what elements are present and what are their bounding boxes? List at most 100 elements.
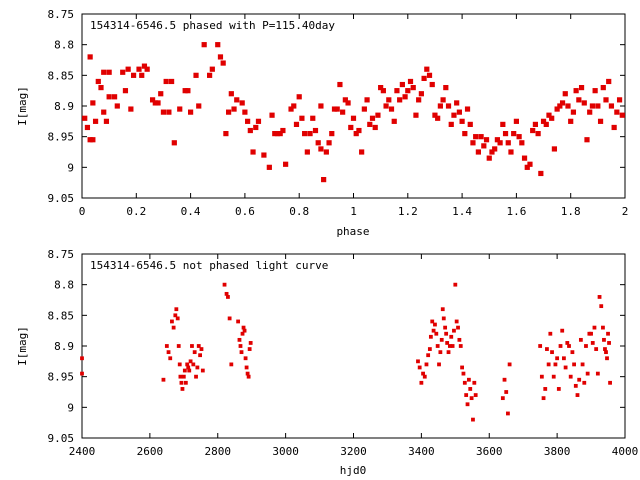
data-point bbox=[164, 344, 169, 348]
data-point bbox=[563, 365, 568, 370]
data-point bbox=[424, 66, 430, 72]
data-point bbox=[350, 115, 357, 121]
data-point bbox=[568, 374, 573, 379]
data-point bbox=[345, 100, 351, 106]
data-point bbox=[572, 362, 576, 367]
data-point bbox=[595, 103, 601, 109]
data-point bbox=[590, 341, 595, 345]
data-point bbox=[255, 118, 262, 124]
data-point bbox=[604, 350, 608, 355]
data-point bbox=[244, 365, 249, 370]
data-point bbox=[457, 337, 462, 342]
data-point bbox=[186, 365, 191, 370]
data-point bbox=[195, 365, 200, 370]
y-axis-ticks: 8.75 8.8 8.85 8.9 8.95 9 9.05 bbox=[48, 8, 625, 205]
data-point bbox=[84, 124, 91, 131]
data-point bbox=[511, 131, 517, 137]
data-point bbox=[222, 282, 227, 287]
data-point bbox=[440, 97, 446, 103]
data-point bbox=[486, 155, 492, 161]
data-point bbox=[163, 78, 169, 85]
data-point bbox=[559, 100, 566, 106]
data-points bbox=[82, 42, 625, 183]
data-point bbox=[179, 380, 184, 385]
data-point bbox=[359, 149, 365, 155]
y-tick-label: 8.95 bbox=[48, 131, 75, 144]
data-point bbox=[465, 402, 470, 407]
data-point bbox=[246, 374, 251, 379]
data-point bbox=[475, 149, 481, 155]
x-tick-label: 2400 bbox=[69, 445, 96, 458]
data-point bbox=[171, 325, 176, 330]
data-point bbox=[581, 100, 587, 106]
data-point bbox=[407, 78, 414, 85]
data-point bbox=[570, 350, 575, 355]
x-tick-label: 0.4 bbox=[181, 205, 201, 218]
x-tick-label: 3800 bbox=[544, 445, 571, 458]
data-point bbox=[318, 146, 324, 152]
data-point bbox=[543, 387, 548, 391]
data-point bbox=[468, 387, 473, 391]
data-point bbox=[353, 131, 359, 137]
x-axis-label: hjd0 bbox=[340, 464, 367, 477]
data-point bbox=[507, 362, 512, 367]
data-point bbox=[166, 109, 172, 115]
x-tick-label: 0 bbox=[79, 205, 86, 218]
data-point bbox=[568, 118, 574, 124]
y-tick-label: 8.85 bbox=[48, 69, 75, 82]
data-point bbox=[592, 88, 598, 94]
data-point bbox=[155, 100, 161, 106]
data-point bbox=[229, 362, 234, 367]
x-tick-label: 1.8 bbox=[561, 205, 581, 218]
data-point bbox=[201, 42, 207, 48]
data-point bbox=[280, 127, 286, 134]
data-point bbox=[241, 325, 246, 330]
data-point bbox=[182, 88, 188, 94]
data-point bbox=[98, 85, 104, 91]
data-point bbox=[551, 374, 556, 379]
data-point bbox=[421, 75, 427, 81]
data-point bbox=[291, 103, 297, 109]
data-point bbox=[565, 341, 570, 345]
x-tick-label: 1.6 bbox=[506, 205, 526, 218]
data-point bbox=[556, 387, 561, 391]
data-point bbox=[200, 368, 205, 373]
data-point bbox=[431, 328, 436, 333]
data-point bbox=[421, 371, 425, 376]
data-point bbox=[253, 124, 259, 131]
y-tick-label: 8.75 bbox=[48, 248, 75, 261]
data-point bbox=[549, 115, 555, 121]
x-axis-label: phase bbox=[336, 225, 369, 238]
data-point bbox=[243, 356, 248, 361]
data-point bbox=[585, 371, 590, 376]
data-point bbox=[315, 140, 321, 146]
data-point bbox=[410, 85, 416, 91]
data-point bbox=[224, 291, 229, 296]
data-point bbox=[242, 328, 247, 333]
data-point bbox=[288, 106, 294, 112]
unphased-light-curve-panel: 2400 2600 2800 3000 3200 3400 3600 3800 4000 8.7… bbox=[16, 248, 638, 477]
data-point bbox=[535, 131, 541, 137]
data-point bbox=[500, 396, 505, 401]
data-point bbox=[247, 347, 252, 351]
data-point bbox=[152, 100, 158, 106]
data-point bbox=[183, 380, 188, 385]
data-point bbox=[226, 109, 232, 115]
chart-title: 154314-6546.5 not phased light curve bbox=[90, 259, 328, 272]
data-point bbox=[611, 124, 617, 131]
data-point bbox=[502, 377, 507, 382]
x-axis-ticks: 2400 2600 2800 3000 3200 3400 3600 3800 4000 bbox=[69, 254, 638, 458]
plot-frame bbox=[81, 13, 626, 199]
data-point bbox=[402, 94, 408, 100]
data-point bbox=[489, 149, 495, 155]
data-point bbox=[562, 356, 566, 361]
x-tick-label: 2800 bbox=[205, 445, 232, 458]
data-point bbox=[443, 325, 448, 330]
data-point bbox=[386, 97, 392, 103]
data-point bbox=[209, 66, 215, 72]
data-point bbox=[310, 115, 316, 121]
data-point bbox=[599, 304, 604, 309]
data-point bbox=[198, 353, 203, 358]
x-tick-label: 2600 bbox=[137, 445, 164, 458]
data-point bbox=[608, 103, 615, 109]
